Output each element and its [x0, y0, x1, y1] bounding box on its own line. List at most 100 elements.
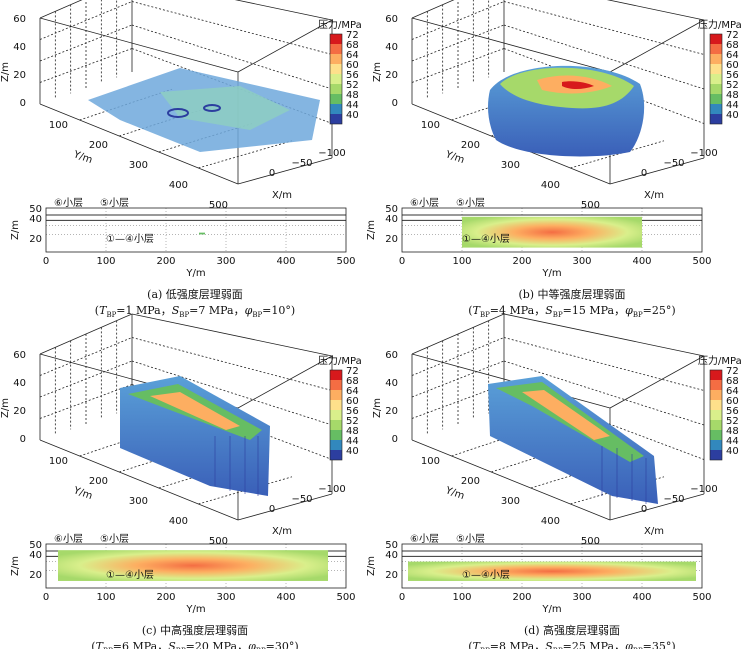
colorbar-tick: 52 — [346, 416, 359, 427]
colorbar-swatch — [710, 420, 722, 430]
colorbar-swatch — [710, 430, 722, 440]
colorbar-tick: 52 — [346, 80, 359, 91]
colorbar-swatch — [710, 94, 722, 104]
colorbar-tick: 68 — [726, 40, 739, 51]
colorbar-title: 压力/MPa — [318, 354, 362, 367]
x-tick: −100 — [318, 148, 345, 159]
section-y-tick: 0 — [43, 256, 49, 267]
colorbar-tick: 44 — [346, 436, 359, 447]
section-y-tick: 200 — [156, 256, 175, 267]
x-axis-label: X/m — [272, 190, 292, 201]
colorbar-tick: 60 — [346, 396, 359, 407]
section-z-tick: 40 — [385, 550, 398, 561]
section-y-tick: 100 — [96, 256, 115, 267]
section-z-label: Z/m — [10, 556, 21, 576]
x-tick: −50 — [291, 494, 312, 505]
y-tick: 500 — [581, 200, 600, 211]
caption: (a) 低强度层理弱面 — [147, 287, 243, 301]
x-axis-label: X/m — [644, 190, 664, 201]
y-axis-label: Y/m — [443, 149, 466, 166]
section-y-tick: 500 — [692, 592, 711, 603]
colorbar-swatch — [330, 104, 342, 114]
z-tick: 0 — [392, 434, 398, 445]
colorbar-swatch — [710, 390, 722, 400]
layer-six-label: ⑥小层 — [54, 197, 83, 209]
colorbar-tick: 64 — [346, 386, 359, 397]
x-axis-label: X/m — [644, 526, 664, 537]
z-tick: 60 — [385, 350, 398, 361]
z-tick: 60 — [385, 14, 398, 25]
section-y-tick: 500 — [336, 256, 355, 267]
caption: (c) 中高强度层理弱面 — [142, 623, 248, 637]
colorbar-tick: 72 — [726, 30, 739, 41]
y-tick: 100 — [49, 120, 68, 131]
section-y-tick: 0 — [399, 592, 405, 603]
layer-one-four-label: ①—④小层 — [106, 233, 154, 245]
section-z-tick: 50 — [385, 204, 398, 215]
x-tick: 0 — [641, 504, 647, 515]
colorbar-swatch — [330, 114, 342, 124]
colorbar-swatch — [330, 410, 342, 420]
section-y-tick: 200 — [512, 592, 531, 603]
x-tick: −50 — [291, 158, 312, 169]
layer-six-label: ⑥小层 — [410, 197, 439, 209]
colorbar-swatch — [710, 400, 722, 410]
section-y-tick: 200 — [156, 592, 175, 603]
layer-one-four-label: ①—④小层 — [462, 569, 510, 581]
y-tick: 200 — [461, 140, 480, 151]
colorbar-tick: 56 — [726, 406, 739, 417]
z-tick: 60 — [13, 350, 26, 361]
z-axis-label: Z/m — [372, 398, 383, 418]
colorbar-tick: 64 — [346, 50, 359, 61]
fracture-3d — [488, 65, 645, 157]
z-tick: 0 — [392, 98, 398, 109]
colorbar-swatch — [710, 370, 722, 380]
section-z-tick: 50 — [29, 540, 42, 551]
y-tick: 200 — [461, 476, 480, 487]
section-y-label: Y/m — [541, 604, 561, 615]
z-tick: 0 — [20, 98, 26, 109]
fracture-section — [462, 216, 642, 248]
layer-six-label: ⑥小层 — [410, 533, 439, 545]
colorbar-tick: 68 — [346, 40, 359, 51]
colorbar-swatch — [330, 420, 342, 430]
y-tick: 500 — [209, 200, 228, 211]
section-z-tick: 40 — [29, 550, 42, 561]
colorbar-swatch — [330, 74, 342, 84]
fracture-section — [199, 232, 205, 235]
colorbar-tick: 72 — [346, 366, 359, 377]
y-axis-label: Y/m — [71, 149, 94, 166]
caption: (b) 中等强度层理弱面 — [518, 287, 625, 301]
y-tick: 400 — [541, 180, 560, 191]
z-tick: 40 — [385, 42, 398, 53]
section-y-tick: 400 — [632, 592, 651, 603]
colorbar-tick: 60 — [726, 396, 739, 407]
colorbar-tick: 40 — [346, 446, 359, 457]
panel-d: 6040200Z/m100200300400500Y/m0−50−100X/m … — [366, 313, 742, 649]
section-y-tick: 400 — [276, 592, 295, 603]
y-tick: 300 — [129, 160, 148, 171]
section-y-tick: 300 — [572, 256, 591, 267]
layer-six-label: ⑥小层 — [54, 533, 83, 545]
section-y-tick: 400 — [276, 256, 295, 267]
fracture-section — [58, 550, 328, 581]
colorbar-swatch — [710, 84, 722, 94]
y-tick: 100 — [421, 120, 440, 131]
z-tick: 20 — [385, 70, 398, 81]
y-tick: 400 — [541, 516, 560, 527]
colorbar-title: 压力/MPa — [698, 18, 742, 31]
section-y-label: Y/m — [185, 604, 205, 615]
section-y-tick: 0 — [399, 256, 405, 267]
z-tick: 20 — [13, 406, 26, 417]
section-y-tick: 500 — [692, 256, 711, 267]
x-tick: 0 — [641, 168, 647, 179]
y-axis-label: Y/m — [443, 485, 466, 502]
colorbar-swatch — [710, 114, 722, 124]
y-tick: 100 — [49, 456, 68, 467]
y-tick: 300 — [501, 496, 520, 507]
colorbar-tick: 52 — [726, 80, 739, 91]
